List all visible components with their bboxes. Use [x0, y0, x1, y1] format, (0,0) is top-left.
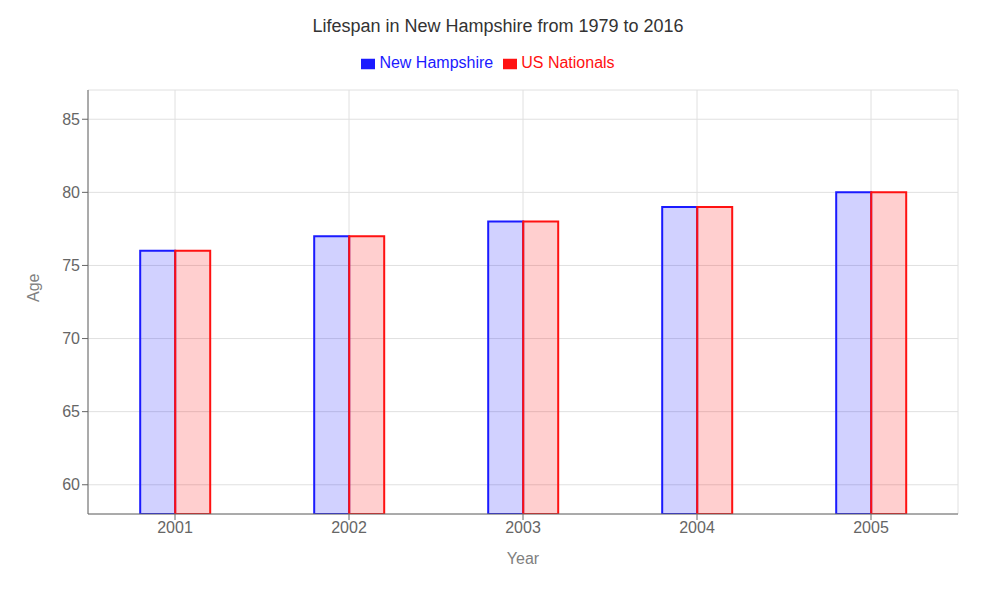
svg-text:Age: Age: [25, 273, 42, 302]
html-text:Lifespan in New Hampshire from: Lifespan in New Hampshire from 1979 to 2…: [312, 16, 684, 36]
html-text:New Hampshire: New Hampshire: [379, 54, 494, 71]
svg-text:2001: 2001: [157, 519, 193, 536]
svg-text:2004: 2004: [679, 519, 715, 536]
svg-text:2002: 2002: [331, 519, 367, 536]
svg-text:80: 80: [62, 184, 80, 201]
svg-text:85: 85: [62, 111, 80, 128]
svg-text:70: 70: [62, 330, 80, 347]
svg-text:75: 75: [62, 257, 80, 274]
svg-text:Year: Year: [507, 550, 540, 567]
svg-text:2005: 2005: [853, 519, 889, 536]
svg-text:60: 60: [62, 476, 80, 493]
svg-text:65: 65: [62, 403, 80, 420]
html-text:US Nationals: US Nationals: [521, 54, 615, 71]
svg-text:2003: 2003: [505, 519, 541, 536]
